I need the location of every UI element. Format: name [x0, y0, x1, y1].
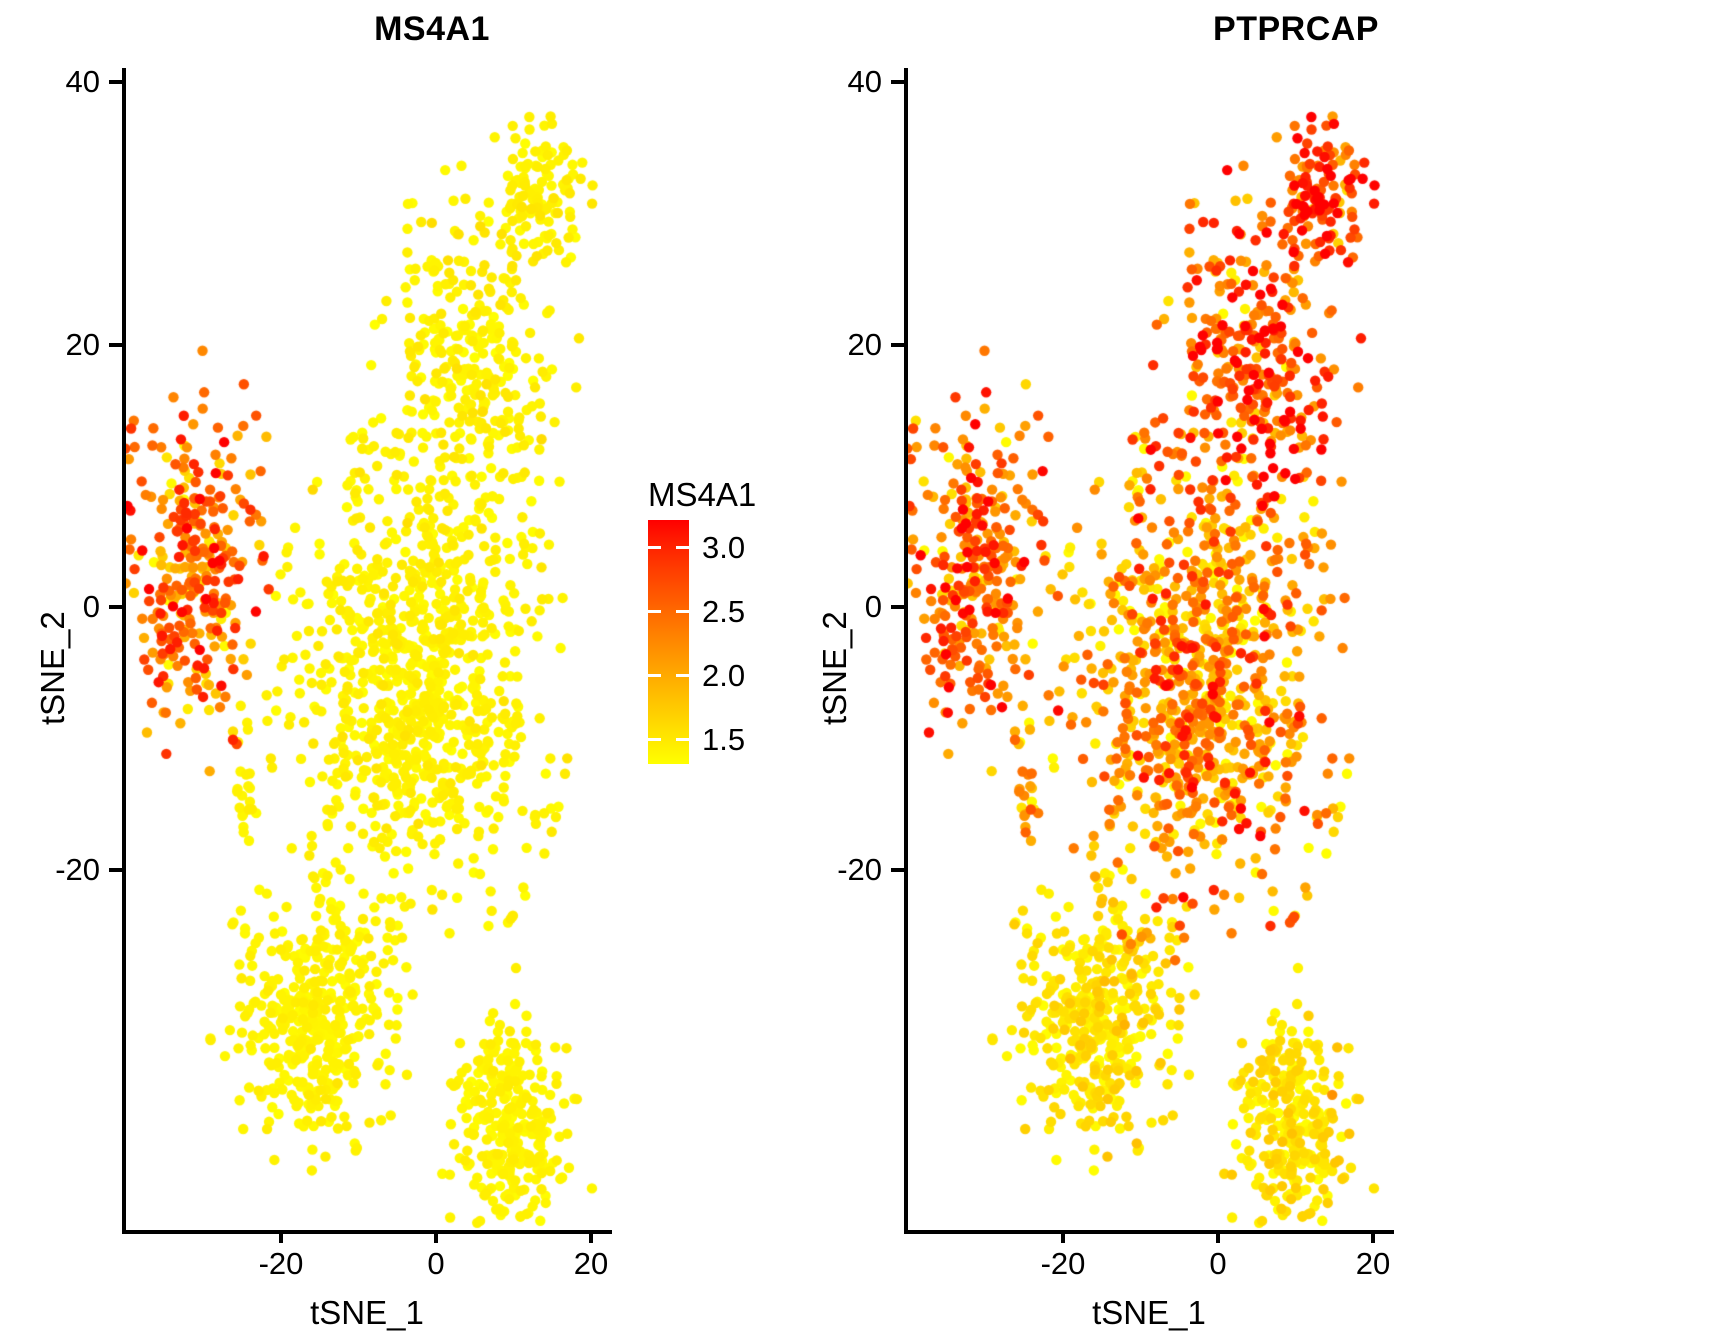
y-tick-20	[109, 343, 122, 347]
y-tick-0	[109, 605, 122, 609]
y-axis-line	[122, 68, 126, 1234]
legend-label-2: 2.5	[702, 594, 746, 629]
x-tick-20	[1371, 1230, 1375, 1243]
x-axis-line	[904, 1230, 1394, 1234]
legend-tick-mark	[648, 738, 661, 741]
x-tick-0	[434, 1230, 438, 1243]
panel-title: PTPRCAP	[1213, 10, 1379, 48]
y-tick-label-0: 0	[864, 589, 882, 624]
y-tick-label--20: -20	[55, 852, 100, 887]
x-tick--20	[279, 1230, 283, 1243]
y-tick-label-20: 20	[847, 327, 882, 362]
y-tick--20	[891, 868, 904, 872]
legend-label-0: 1.5	[702, 722, 746, 757]
legend-tick-mark	[676, 610, 689, 613]
scatter-area	[126, 68, 612, 1230]
legend-tick-mark	[648, 610, 661, 613]
x-tick-label-0: 0	[1209, 1246, 1227, 1281]
legend-tick-mark	[648, 546, 661, 549]
y-tick-label-40: 40	[65, 64, 100, 99]
y-tick-label-20: 20	[65, 327, 100, 362]
y-tick-label--20: -20	[837, 852, 882, 887]
panel-ptprcap: PTPRCAP 40 20 0 -20 -20 0 20 tSNE_1 tSNE…	[816, 0, 1728, 1344]
scatter-area	[908, 68, 1394, 1230]
scatter-canvas	[126, 68, 612, 1230]
legend-tick-mark	[676, 674, 689, 677]
x-axis-line	[122, 1230, 612, 1234]
y-axis-line	[904, 68, 908, 1234]
x-tick-0	[1216, 1230, 1220, 1243]
x-tick-label-20: 20	[573, 1246, 609, 1281]
panel-ms4a1: MS4A1 40 20 0 -20 -20 0 20 tSNE_1 tSNE_2…	[34, 10, 757, 1331]
y-tick--20	[109, 868, 122, 872]
legend-tick-mark	[648, 674, 661, 677]
y-axis-title: tSNE_2	[34, 611, 71, 725]
legend-tick-mark	[676, 738, 689, 741]
y-tick-40	[109, 80, 122, 84]
x-tick-label-0: 0	[427, 1246, 445, 1281]
legend-tick-mark	[676, 546, 689, 549]
x-axis-title: tSNE_1	[310, 1294, 424, 1331]
legend-label-3: 3.0	[702, 530, 746, 565]
legend-colorbar	[648, 520, 689, 764]
y-tick-20	[891, 343, 904, 347]
y-tick-label-0: 0	[82, 589, 100, 624]
x-tick-20	[589, 1230, 593, 1243]
legend-title: MS4A1	[648, 476, 757, 513]
x-tick-label-20: 20	[1355, 1246, 1391, 1281]
y-tick-label-40: 40	[847, 64, 882, 99]
y-tick-40	[891, 80, 904, 84]
x-axis-title: tSNE_1	[1092, 1294, 1206, 1331]
x-tick-label--20: -20	[258, 1246, 304, 1281]
x-tick-label--20: -20	[1040, 1246, 1086, 1281]
x-tick--20	[1061, 1230, 1065, 1243]
scatter-canvas	[908, 68, 1394, 1230]
y-axis-title: tSNE_2	[816, 611, 853, 725]
legend-label-1: 2.0	[702, 658, 746, 693]
panel-title: MS4A1	[374, 10, 490, 48]
y-tick-0	[891, 605, 904, 609]
